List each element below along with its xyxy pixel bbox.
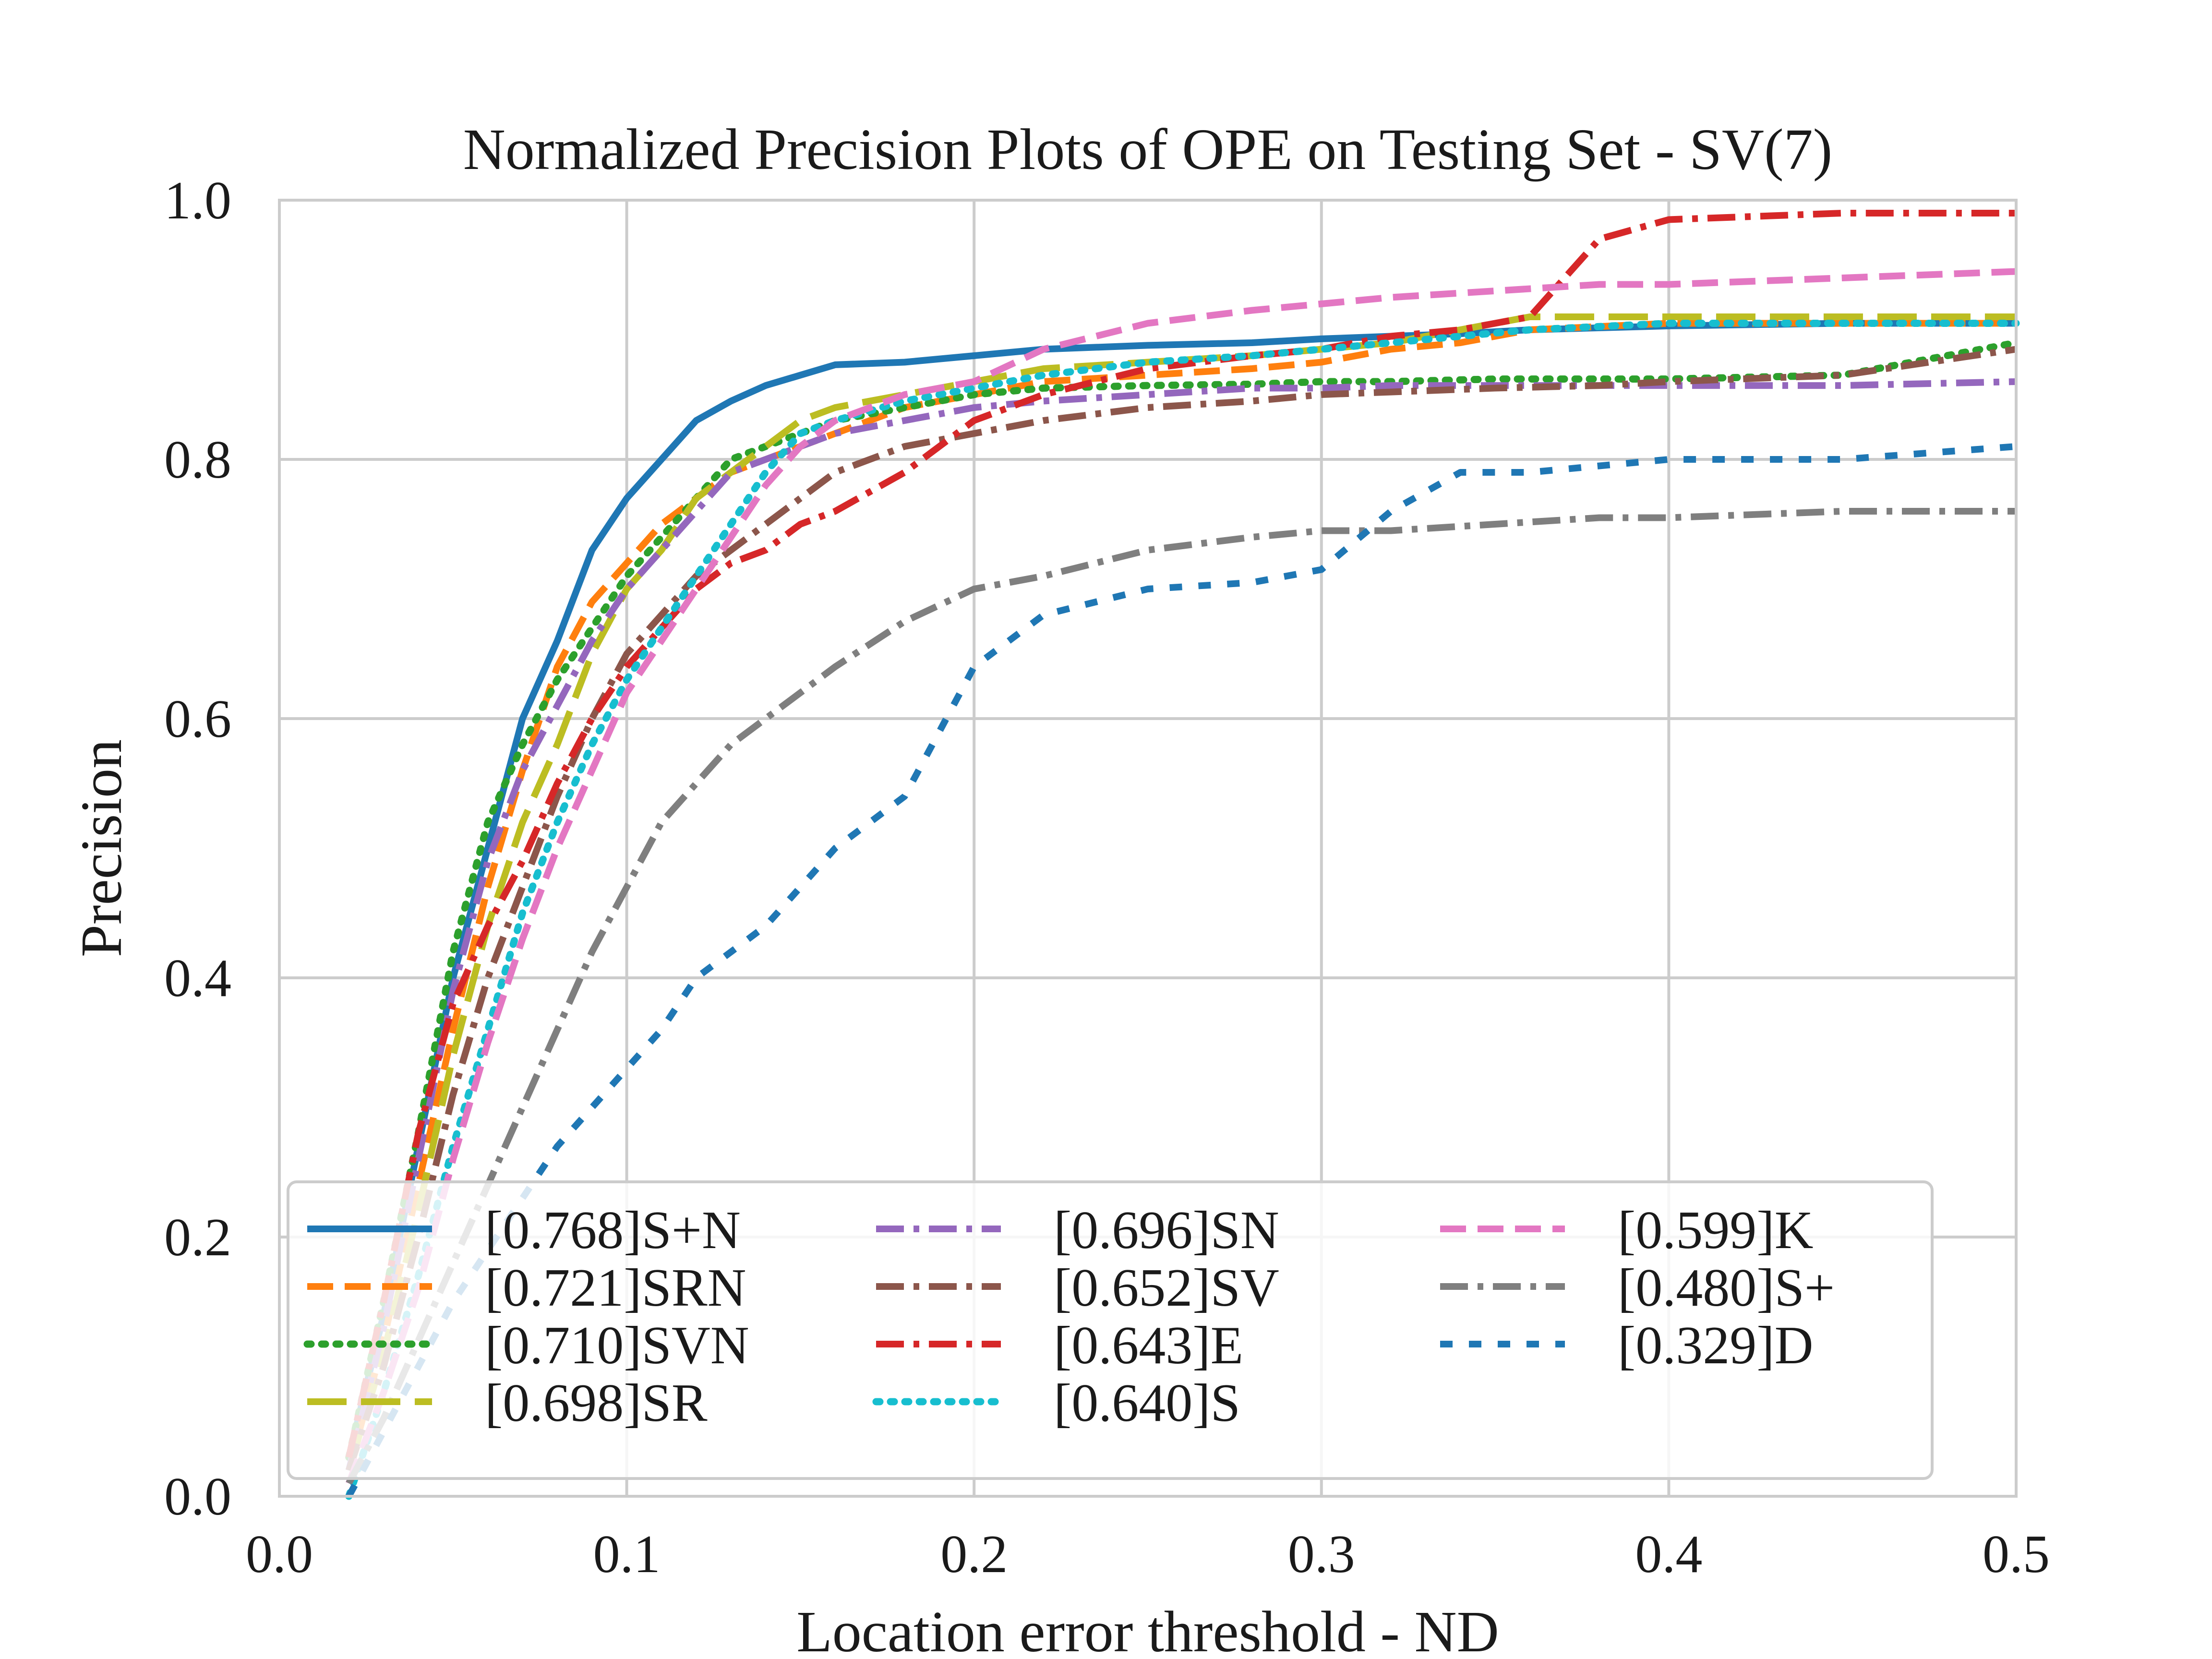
legend-box: [287, 1180, 1934, 1480]
series-line: [346, 268, 2017, 1485]
legend: [0.768]S+N[0.721]SRN[0.710]SVN[0.698]SR […: [287, 1180, 1934, 1480]
y-tick-label: 0.2: [164, 1208, 231, 1267]
legend-label: [0.710]SVN: [485, 1316, 749, 1375]
x-tick-label: 0.4: [1635, 1525, 1702, 1584]
chart-title: Normalized Precision Plots of OPE on Tes…: [463, 117, 1833, 182]
plot-frame: [278, 199, 2018, 1498]
series-line: [345, 320, 2020, 1500]
y-tick-label: 0.6: [164, 689, 231, 749]
x-axis-label: Location error threshold - ND: [796, 1599, 1499, 1659]
x-tick-label: 0.1: [593, 1525, 661, 1584]
legend-label: [0.480]S+: [1618, 1258, 1835, 1318]
series-line: [345, 210, 2016, 1458]
legend-label: [0.640]S: [1054, 1373, 1240, 1433]
y-tick-label: 1.0: [164, 171, 231, 230]
series-line: [346, 346, 2017, 1472]
series-line: [346, 508, 2016, 1485]
y-axis-label: Precision: [69, 739, 134, 957]
legend-label: [0.698]SR: [485, 1373, 708, 1433]
y-tick-label: 0.4: [164, 949, 231, 1008]
x-tick-label: 0.5: [1983, 1525, 2050, 1584]
series-layer: [345, 210, 2020, 1500]
x-tick-label: 0.2: [940, 1525, 1008, 1584]
legend-label: [0.643]E: [1054, 1316, 1243, 1375]
y-tick-label: 0.0: [164, 1467, 231, 1527]
legend-label: [0.721]SRN: [485, 1258, 746, 1318]
x-tick-label: 0.3: [1288, 1525, 1355, 1584]
legend-label: [0.599]K: [1618, 1201, 1813, 1260]
tick-labels: 0.0 0.1 0.2 0.3 0.4 0.5 0.0 0.2 0.4 0.6 0.8 1.0: [164, 171, 2050, 1584]
legend-label: [0.696]SN: [1054, 1201, 1279, 1260]
y-tick-label: 0.8: [164, 430, 231, 490]
legend-label: [0.768]S+N: [485, 1201, 741, 1260]
x-tick-label: 0.0: [246, 1525, 313, 1584]
legend-label: [0.652]SV: [1054, 1258, 1279, 1318]
legend-label: [0.329]D: [1618, 1316, 1813, 1375]
series-line: [345, 313, 2016, 1471]
